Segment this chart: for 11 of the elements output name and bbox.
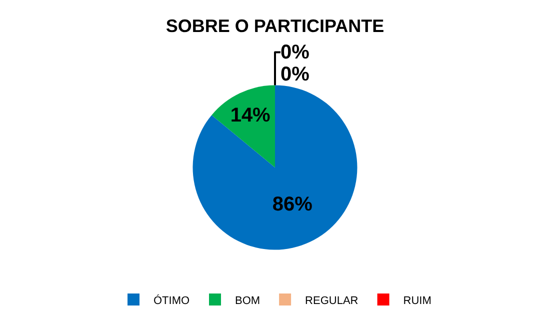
- legend-label: BOM: [234, 294, 260, 307]
- pie-slice: [212, 85, 275, 168]
- legend-label: ÓTIMO: [154, 294, 190, 307]
- pie-slice: [192, 85, 358, 250]
- data-label: 86%: [272, 194, 313, 216]
- data-label: 14%: [230, 104, 271, 126]
- text: 0%: [280, 41, 310, 64]
- text: 0%: [280, 63, 310, 86]
- legend-label: REGULAR: [305, 294, 358, 307]
- chart-title: SOBRE O PARTICIPANTE: [166, 16, 384, 36]
- legend-label: RUIM: [403, 294, 432, 307]
